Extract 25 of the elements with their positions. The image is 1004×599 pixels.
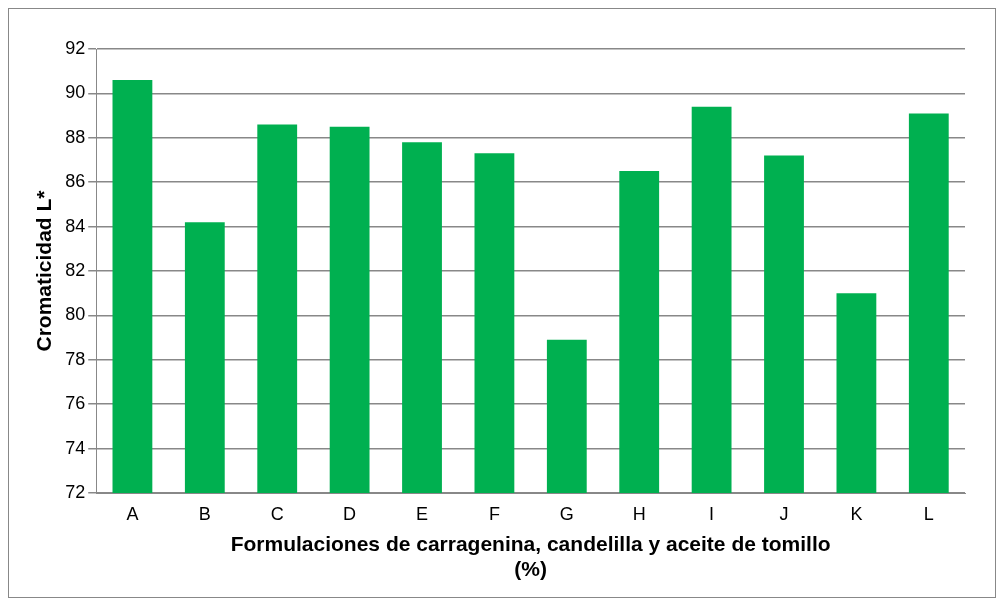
x-tick-label: L xyxy=(923,503,934,524)
y-tick-label: 74 xyxy=(65,437,86,458)
x-tick-label: A xyxy=(126,503,139,524)
y-tick-label: 86 xyxy=(65,171,86,192)
x-tick-label: I xyxy=(709,503,715,524)
y-tick-label: 92 xyxy=(65,37,86,58)
x-tick-label: G xyxy=(559,503,574,524)
y-tick-label: 76 xyxy=(65,393,86,414)
x-tick-label: E xyxy=(416,503,429,524)
x-tick-label: K xyxy=(850,503,863,524)
x-axis-title: Formulaciones de carragenina, candelilla y aceite de tomillo (%) xyxy=(230,532,831,581)
y-tick-label: 82 xyxy=(65,259,86,280)
x-tick-label: J xyxy=(779,503,789,524)
y-tick-label: 90 xyxy=(65,82,86,103)
y-tick-label: 72 xyxy=(65,481,86,502)
x-tick-label: F xyxy=(488,503,500,524)
y-tick-label: 80 xyxy=(65,304,86,325)
x-tick-label: D xyxy=(343,503,357,524)
y-tick-label: 88 xyxy=(65,126,86,147)
x-tick-label: C xyxy=(270,503,284,524)
y-tick-label: 78 xyxy=(65,348,86,369)
y-tick-label: 84 xyxy=(65,215,86,236)
x-tick-label: H xyxy=(632,503,646,524)
y-axis-title: Cromaticidad L* xyxy=(32,189,56,352)
x-tick-label: B xyxy=(198,503,211,524)
